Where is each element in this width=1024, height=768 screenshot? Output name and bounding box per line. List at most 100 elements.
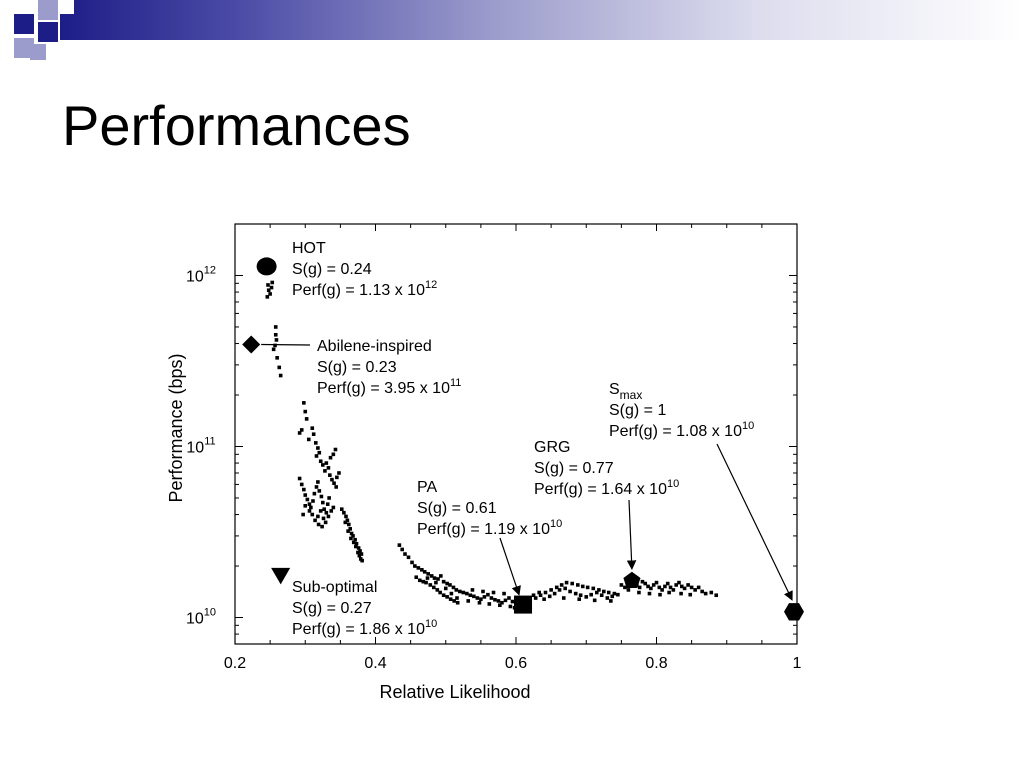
data-point	[449, 591, 454, 596]
data-point	[318, 459, 323, 464]
data-point	[277, 365, 282, 370]
decor-square	[14, 38, 34, 58]
data-point	[268, 292, 272, 296]
data-point	[458, 589, 462, 594]
data-point	[591, 586, 596, 591]
abilene-inspired-label-line: Abilene-inspired	[317, 338, 432, 355]
sub-optimal-label-line: Sub-optimal	[292, 579, 377, 596]
data-point	[360, 558, 364, 563]
data-point	[414, 575, 419, 580]
data-point	[455, 600, 460, 605]
data-point	[349, 531, 354, 536]
decor-square	[14, 14, 34, 34]
data-point	[568, 589, 572, 594]
data-point	[493, 597, 497, 602]
data-point	[265, 295, 270, 299]
data-point	[406, 555, 411, 560]
data-point	[426, 572, 430, 576]
abilene-inspired-marker	[242, 335, 261, 354]
grg-arrow	[626, 499, 637, 570]
data-point	[417, 578, 422, 583]
data-point	[307, 509, 312, 513]
data-point	[301, 512, 305, 517]
data-point	[679, 584, 684, 589]
data-point	[466, 599, 471, 603]
data-point	[332, 481, 336, 486]
y-tick-label: 1012	[186, 264, 216, 285]
data-point	[465, 591, 469, 596]
data-point	[640, 579, 645, 584]
data-point	[320, 524, 324, 529]
data-point	[351, 534, 355, 538]
data-point	[316, 514, 320, 519]
data-point	[486, 592, 490, 597]
data-point	[667, 590, 671, 595]
data-point	[278, 373, 283, 378]
data-point	[424, 580, 428, 585]
data-point	[507, 596, 511, 600]
data-point	[432, 576, 437, 580]
data-point	[538, 593, 543, 598]
data-point	[498, 603, 502, 608]
data-point	[348, 527, 353, 531]
data-point	[452, 599, 456, 603]
data-point	[612, 591, 617, 596]
data-point	[472, 594, 476, 599]
data-point	[435, 588, 440, 592]
data-point	[328, 473, 332, 477]
data-point	[314, 454, 319, 458]
data-point	[316, 522, 321, 527]
data-point	[454, 588, 459, 592]
data-point	[273, 343, 277, 348]
data-point	[491, 590, 496, 595]
data-point	[342, 510, 346, 515]
sub-optimal-label-line: Perf(g) = 1.86 x 1010	[292, 618, 437, 638]
data-point	[578, 593, 583, 598]
data-point	[421, 579, 426, 584]
data-point	[304, 417, 309, 421]
data-point	[270, 280, 275, 285]
data-point	[714, 593, 719, 598]
x-tick-label: 1	[793, 655, 802, 672]
data-point	[637, 585, 642, 590]
data-point	[343, 520, 348, 525]
data-point	[468, 593, 473, 598]
data-point	[403, 552, 407, 556]
data-point	[451, 585, 456, 590]
data-point	[319, 494, 324, 499]
data-point	[646, 584, 650, 589]
pa-marker	[514, 595, 533, 614]
data-point	[643, 581, 648, 586]
data-point	[616, 592, 620, 597]
data-point	[610, 594, 615, 599]
data-point	[354, 544, 358, 549]
data-point	[533, 596, 538, 600]
performance-scatter-chart: 0.2 0.4 0.6 0.8 1 1010 1011 1012 HOT S(g) = 0.24…	[166, 223, 804, 702]
data-point	[647, 591, 652, 596]
data-point	[606, 590, 611, 595]
data-point	[329, 509, 334, 513]
data-point	[422, 570, 427, 574]
data-point	[597, 588, 601, 592]
data-point	[609, 599, 613, 603]
decor-square	[60, 0, 74, 14]
data-point	[502, 591, 506, 596]
x-tick-label: 0.6	[505, 655, 527, 672]
data-point	[326, 466, 331, 470]
data-point	[660, 588, 664, 592]
data-point	[602, 589, 606, 594]
data-point	[489, 596, 494, 600]
data-point	[271, 347, 276, 352]
data-point	[549, 588, 553, 592]
data-point	[700, 589, 704, 594]
data-point	[339, 507, 344, 511]
data-point	[439, 574, 443, 578]
data-point	[477, 600, 482, 605]
data-point	[703, 591, 708, 596]
data-point	[441, 579, 446, 584]
data-point	[345, 518, 350, 523]
data-point	[314, 485, 319, 489]
data-point	[689, 585, 694, 590]
hot-label-line: Perf(g) = 1.13 x 1012	[292, 279, 437, 299]
data-point	[542, 597, 546, 601]
